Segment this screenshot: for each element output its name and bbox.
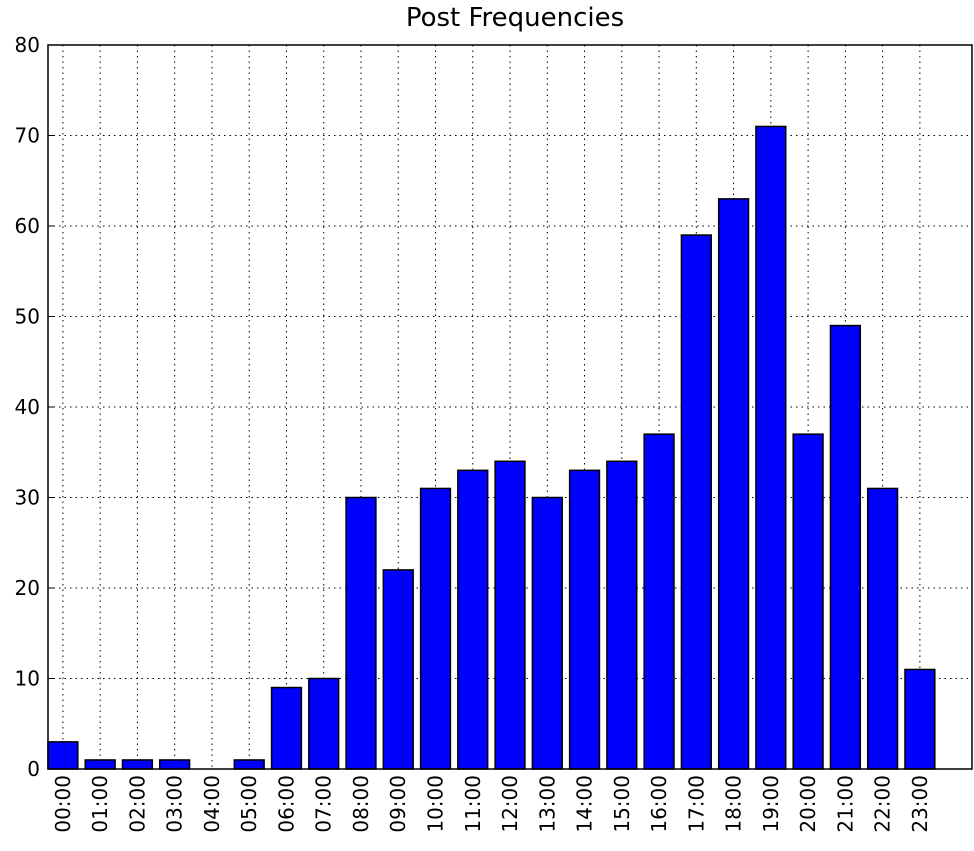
bar (270, 686, 303, 770)
y-tick-label: 10 (15, 667, 40, 691)
bar (568, 469, 601, 770)
bar (531, 496, 563, 770)
bar (904, 668, 936, 770)
bar (121, 759, 154, 770)
bar (717, 198, 750, 770)
x-tick-label: 14:00 (573, 775, 597, 833)
bar (457, 469, 489, 770)
bar (829, 324, 862, 770)
x-tick-label: 15:00 (610, 775, 634, 833)
bar (680, 234, 712, 770)
y-tick-label: 40 (15, 395, 40, 419)
y-tick-label: 0 (27, 757, 40, 781)
y-tick-label: 60 (15, 214, 40, 238)
x-tick-label: 03:00 (163, 775, 187, 833)
x-tick-label: 04:00 (200, 775, 224, 833)
x-tick-label: 00:00 (51, 775, 75, 833)
x-tick-label: 13:00 (535, 775, 559, 833)
x-tick-label: 05:00 (237, 775, 261, 833)
bar (866, 487, 899, 770)
y-tick-label: 20 (15, 576, 40, 600)
x-tick-label: 19:00 (759, 775, 783, 833)
bar (345, 496, 377, 770)
x-tick-label: 09:00 (386, 775, 410, 833)
bar (308, 677, 340, 770)
x-tick-label: 07:00 (312, 775, 336, 833)
bar (792, 433, 824, 770)
bar (84, 759, 116, 770)
bar (643, 433, 675, 770)
y-tick-label: 80 (15, 33, 40, 57)
bar (382, 569, 414, 770)
plot-frame (47, 44, 973, 770)
x-tick-label: 17:00 (684, 775, 708, 833)
y-tick-label: 30 (15, 486, 40, 510)
x-tick-label: 11:00 (461, 775, 485, 833)
x-tick-label: 21:00 (833, 775, 857, 833)
bar (494, 460, 526, 770)
bar (755, 125, 787, 770)
x-tick-label: 02:00 (125, 775, 149, 833)
x-tick-label: 01:00 (88, 775, 112, 833)
x-tick-label: 10:00 (424, 775, 448, 833)
bar (47, 741, 79, 770)
x-tick-label: 16:00 (647, 775, 671, 833)
x-tick-label: 23:00 (908, 775, 932, 833)
bar (233, 759, 265, 770)
x-tick-label: 08:00 (349, 775, 373, 833)
bar (159, 759, 191, 770)
x-tick-label: 18:00 (722, 775, 746, 833)
chart-title: Post Frequencies (406, 3, 624, 33)
bar (606, 460, 638, 770)
x-tick-label: 06:00 (274, 775, 298, 833)
x-tick-label: 12:00 (498, 775, 522, 833)
x-tick-label: 22:00 (871, 775, 895, 833)
y-tick-label: 50 (15, 305, 40, 329)
x-tick-label: 20:00 (796, 775, 820, 833)
y-tick-label: 70 (15, 124, 40, 148)
bar (419, 487, 452, 770)
